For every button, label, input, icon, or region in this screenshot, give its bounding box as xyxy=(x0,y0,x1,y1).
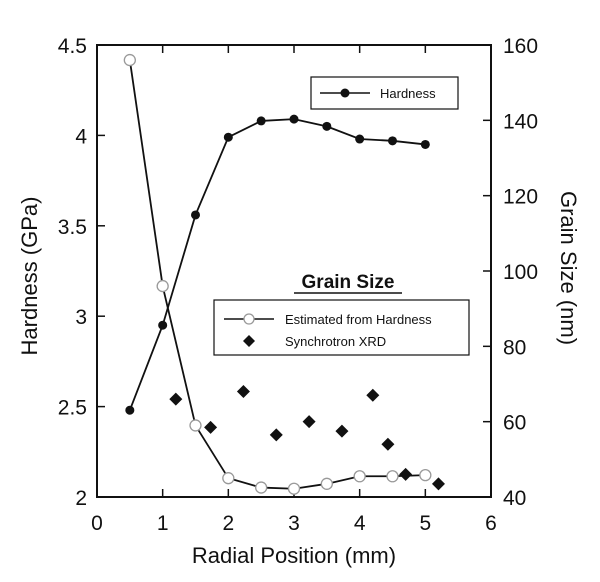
legend-hardness-label: Hardness xyxy=(380,86,436,101)
x-tick-label: 4 xyxy=(354,512,366,535)
data-point xyxy=(322,121,332,131)
y2-tick-label: 80 xyxy=(503,336,526,359)
legend-xrd-label: Synchrotron XRD xyxy=(285,334,386,349)
data-point xyxy=(335,424,349,438)
data-point xyxy=(191,210,200,220)
x-tick-label: 0 xyxy=(91,512,103,535)
y-tick-label: 4 xyxy=(75,125,87,148)
grain-size-heading: Grain Size xyxy=(302,272,395,293)
y2-tick-label: 140 xyxy=(503,110,538,133)
data-point xyxy=(255,481,268,494)
data-point xyxy=(381,437,395,451)
series-2 xyxy=(123,53,432,495)
y2-tick-label: 60 xyxy=(503,412,526,435)
y2-tick-label: 120 xyxy=(503,186,538,209)
data-point xyxy=(399,467,413,481)
y-tick-label: 4.5 xyxy=(58,35,87,58)
data-point xyxy=(388,136,397,146)
data-point xyxy=(386,470,399,483)
data-point xyxy=(353,470,366,483)
data-point xyxy=(256,116,266,126)
y2-tick-label: 160 xyxy=(503,35,538,58)
data-point xyxy=(158,320,168,330)
legend-hardness-marker xyxy=(340,88,350,98)
legend-hardness: Hardness xyxy=(310,76,459,110)
data-point xyxy=(419,469,432,482)
data-point xyxy=(223,132,233,142)
y-tick-label: 3.5 xyxy=(58,216,87,239)
series-1 xyxy=(125,114,430,415)
data-point xyxy=(269,428,283,442)
data-point xyxy=(125,405,135,415)
series-3 xyxy=(169,385,445,491)
legend-xrd-marker xyxy=(243,335,255,347)
data-point xyxy=(169,392,183,406)
y-axis-title: Hardness (GPa) xyxy=(17,197,42,356)
y2-tick-label: 100 xyxy=(503,261,538,284)
x-tick-label: 1 xyxy=(157,512,169,535)
y-tick-label: 2.5 xyxy=(58,397,87,420)
legend-estimated-label: Estimated from Hardness xyxy=(285,312,432,327)
legend-estimated-marker xyxy=(243,313,255,325)
data-point xyxy=(302,415,316,429)
data-point xyxy=(222,472,235,485)
series-line xyxy=(128,118,426,411)
data-point xyxy=(123,53,136,67)
data-point xyxy=(355,134,365,144)
y2-axis-title: Grain Size (nm) xyxy=(556,191,581,345)
plot-border xyxy=(96,44,492,498)
x-tick-label: 5 xyxy=(419,512,431,535)
data-point xyxy=(156,279,169,293)
data-point xyxy=(431,477,445,491)
plot-frame xyxy=(96,44,492,498)
y-tick-label: 2 xyxy=(75,487,87,510)
data-point xyxy=(236,385,250,399)
data-point xyxy=(204,420,218,434)
axis-ticks: 0 1 2 3 4 5 6 2 2.5 3 3.5 4 4.5 40 60 80 100 120 140 160 xyxy=(58,35,538,535)
legend-grain-size-box xyxy=(213,299,470,356)
data-point xyxy=(289,114,299,124)
x-tick-label: 6 xyxy=(485,512,497,535)
data-point xyxy=(320,477,333,490)
data-point xyxy=(287,482,301,495)
y-tick-label: 3 xyxy=(75,306,87,329)
series-layer xyxy=(123,53,445,495)
data-point xyxy=(420,139,430,149)
data-point xyxy=(366,388,380,402)
x-tick-label: 3 xyxy=(288,512,300,535)
data-point xyxy=(189,419,202,432)
y2-tick-label: 40 xyxy=(503,487,526,510)
series-line xyxy=(128,59,426,490)
legend-grain-size: Estimated from Hardness Synchrotron XRD xyxy=(213,299,470,356)
x-tick-label: 2 xyxy=(222,512,234,535)
x-axis-title: Radial Position (mm) xyxy=(192,543,396,568)
